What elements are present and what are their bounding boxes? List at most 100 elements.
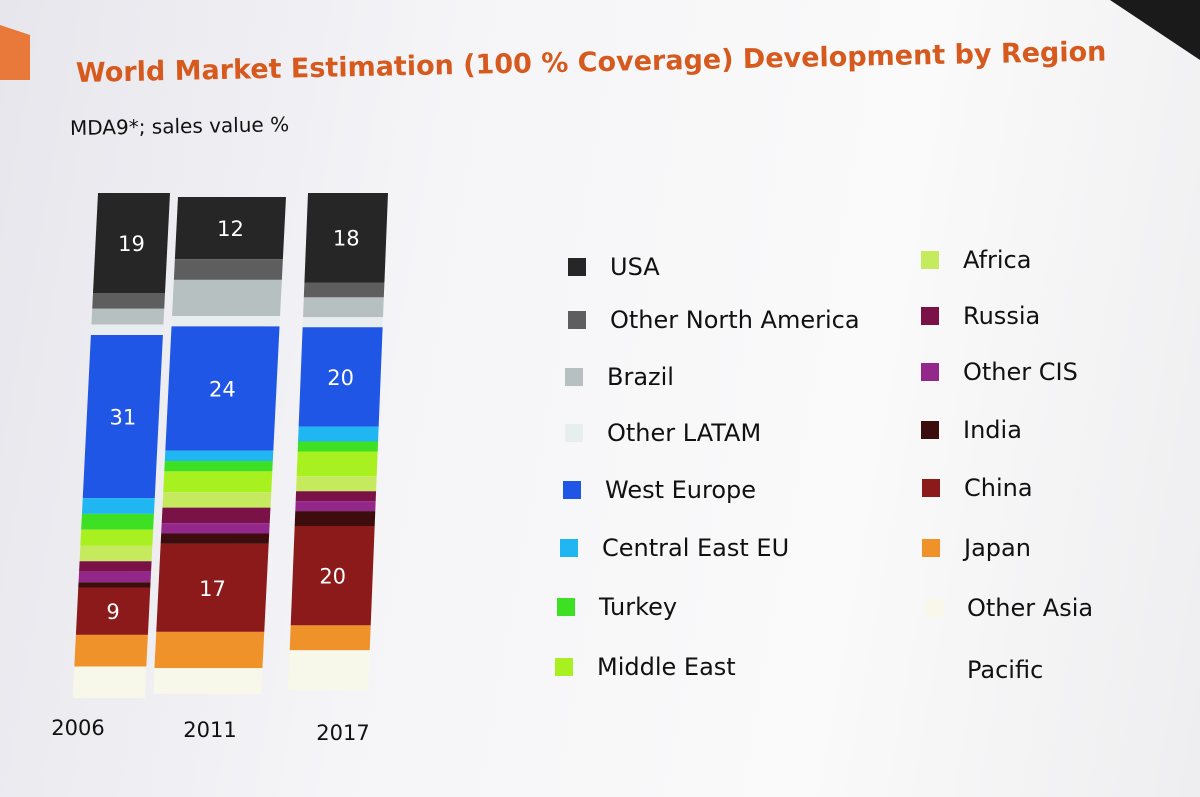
- legend-swatch: [921, 421, 939, 439]
- bar-segment-2006-other-latam: [90, 324, 164, 336]
- x-tick-label-2006: 2006: [51, 716, 104, 740]
- legend-swatch: [922, 539, 940, 557]
- legend-label: Pacific: [967, 656, 1044, 684]
- legend-item: Japan: [922, 534, 1031, 562]
- legend-item: Middle East: [555, 653, 736, 681]
- bar-segment-2006-russia: [79, 561, 152, 572]
- bar-segment-2011-central-east-eu: [164, 450, 274, 462]
- bar-segment-2017-japan: [289, 625, 371, 651]
- legend-item: Other LATAM: [565, 419, 761, 447]
- legend-item: USA: [568, 253, 660, 281]
- bar-segment-2011-other-asia-pacific: [153, 668, 263, 694]
- bar-segment-2017-brazil: [303, 297, 384, 318]
- bar-segment-2006-china: [75, 587, 151, 635]
- data-label-2011-china: 17: [199, 577, 226, 601]
- bar-segment-2006-other-cis: [78, 571, 152, 583]
- bar-segment-2017-africa: [296, 476, 377, 492]
- bar-segment-2017-west-europe: [298, 327, 383, 427]
- legend-item: Brazil: [565, 363, 674, 391]
- legend-item: Africa: [921, 246, 1031, 274]
- bar-segment-2006-africa: [79, 545, 153, 562]
- legend-item: Turkey: [557, 593, 677, 621]
- legend-label: Africa: [963, 246, 1032, 274]
- legend-swatch: [925, 599, 943, 617]
- data-label-2006-china: 9: [106, 600, 119, 624]
- data-label-2006-west-europe: 31: [109, 406, 136, 430]
- bar-segment-2006-usa: [93, 193, 170, 293]
- legend-label: Japan: [964, 534, 1031, 562]
- legend-item: Other CIS: [921, 358, 1078, 386]
- legend-item: West Europe: [563, 476, 756, 504]
- legend-item: Pacific: [925, 656, 1043, 684]
- bar-segment-2017-china: [290, 525, 375, 626]
- bar-segment-2017-middle-east: [296, 451, 378, 477]
- bar-segment-2011-other-north-america: [173, 259, 283, 280]
- bar-segment-2011-china: [156, 543, 269, 632]
- legend-item: China: [922, 474, 1033, 502]
- data-label-2011-west-europe: 24: [209, 378, 236, 402]
- bar-segment-2017-india: [294, 511, 376, 526]
- legend-swatch: [921, 251, 939, 269]
- bar-segment-2017-other-asia-pacific: [288, 650, 370, 690]
- bar-segment-2006-west-europe: [82, 335, 163, 499]
- bar-segment-2006-other-asia-pacific: [72, 666, 147, 698]
- x-tick-label-2017: 2017: [316, 721, 369, 745]
- legend-label: Turkey: [599, 593, 678, 621]
- bar-segment-2017-other-latam: [302, 317, 384, 328]
- legend-label: Other LATAM: [607, 419, 762, 447]
- bar-segment-2017-other-north-america: [303, 282, 385, 298]
- legend-item: Other Asia: [925, 594, 1093, 622]
- data-label-2006-usa: 19: [118, 232, 145, 256]
- legend-label: Other CIS: [963, 358, 1078, 386]
- bar-segment-2011-other-cis: [161, 523, 270, 534]
- bar-segment-2011-brazil: [172, 279, 282, 317]
- slide-corner-accent: [0, 25, 30, 80]
- bar-segment-2017-russia: [295, 491, 377, 502]
- legend-swatch: [922, 479, 940, 497]
- legend-label: Brazil: [607, 363, 674, 391]
- x-tick-label-2011: 2011: [183, 718, 236, 742]
- legend-label: USA: [610, 253, 660, 281]
- bar-segment-2011-west-europe: [165, 326, 280, 451]
- legend-item: Other North America: [568, 306, 860, 334]
- legend-label: India: [963, 416, 1022, 444]
- bar-segment-2011-middle-east: [163, 471, 273, 493]
- legend-swatch: [563, 481, 581, 499]
- legend-label: Other Asia: [967, 594, 1094, 622]
- legend-item: Russia: [921, 302, 1040, 330]
- bar-segment-2006-other-north-america: [92, 292, 166, 309]
- bar-segment-2017-turkey: [297, 441, 379, 452]
- legend-item: India: [921, 416, 1022, 444]
- bar-segment-2006-central-east-eu: [81, 498, 155, 514]
- bar-segment-2017-other-cis: [295, 501, 376, 512]
- legend-label: West Europe: [605, 476, 757, 504]
- bar-segment-2006-turkey: [81, 513, 154, 530]
- legend-swatch: [568, 311, 586, 329]
- data-label-2017-china: 20: [319, 565, 346, 589]
- legend-item: Central East EU: [560, 534, 789, 562]
- bar-segment-2017-central-east-eu: [298, 426, 379, 442]
- legend-label: Russia: [963, 302, 1041, 330]
- legend-swatch: [560, 539, 578, 557]
- bar-segment-2006-brazil: [91, 308, 165, 325]
- data-label-2017-usa: 18: [333, 227, 360, 251]
- bar-segment-2011-russia: [161, 507, 271, 524]
- legend-swatch: [925, 661, 943, 679]
- legend-swatch: [557, 598, 575, 616]
- legend-swatch: [921, 307, 939, 325]
- legend-swatch: [555, 658, 573, 676]
- bar-segment-2006-middle-east: [80, 529, 154, 546]
- bar-segment-2011-turkey: [164, 461, 273, 472]
- bar-segment-2006-india: [78, 582, 151, 588]
- legend-label: Middle East: [597, 653, 736, 681]
- bar-segment-2011-other-latam: [171, 316, 281, 327]
- legend-swatch: [921, 363, 939, 381]
- bar-segment-2011-africa: [162, 492, 272, 508]
- legend-swatch: [565, 424, 583, 442]
- bar-segment-2006-japan: [74, 634, 148, 667]
- bar-segment-2017-usa: [304, 193, 388, 283]
- legend-label: Central East EU: [602, 534, 790, 562]
- data-label-2017-west-europe: 20: [327, 366, 354, 390]
- legend-label: China: [964, 474, 1033, 502]
